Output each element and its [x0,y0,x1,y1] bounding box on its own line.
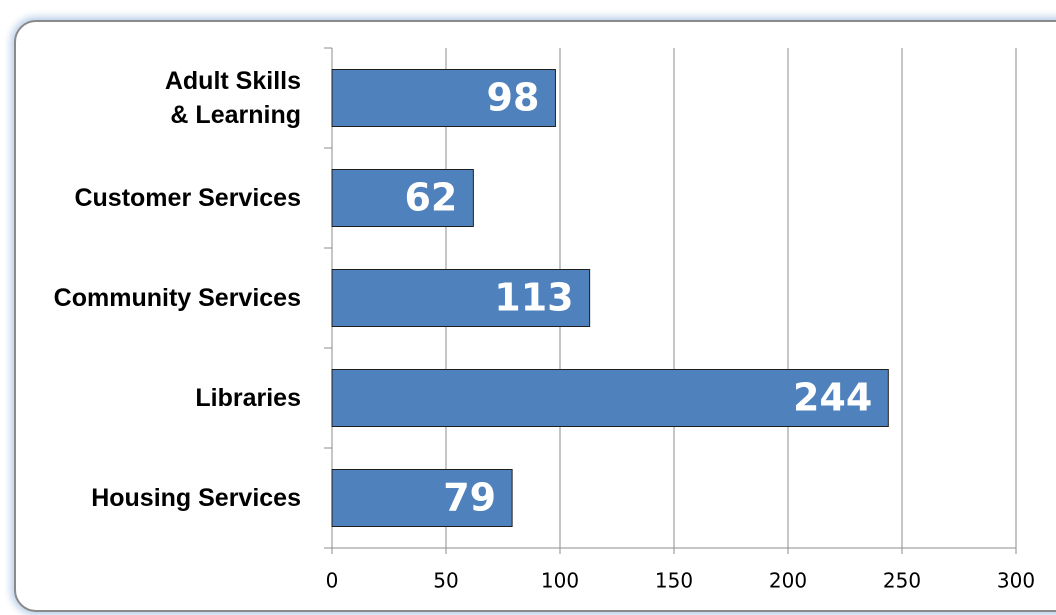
x-tick-label: 0 [326,569,339,593]
y-tick-label: Libraries [195,384,301,412]
x-tick-label: 200 [769,569,807,593]
y-tick-label: Adult Skills & Learning [164,67,301,129]
x-tick-label: 250 [883,569,921,593]
bar [331,169,474,227]
bar [331,269,591,327]
value-label: 79 [443,476,496,520]
y-tick-label: Customer Services [74,184,301,212]
y-tick-label: Community Services [53,284,301,312]
x-tick-label: 100 [541,569,579,593]
value-label: 98 [487,76,540,120]
bar [331,69,556,127]
y-tick-label: Housing Services [91,484,301,512]
x-tick-label: 300 [997,569,1035,593]
x-tick-label: 50 [433,569,458,593]
bar [331,369,889,427]
value-label: 244 [793,376,872,420]
x-tick-label: 150 [655,569,693,593]
bar [331,469,513,527]
value-label: 113 [494,276,573,320]
value-label: 62 [404,176,457,220]
